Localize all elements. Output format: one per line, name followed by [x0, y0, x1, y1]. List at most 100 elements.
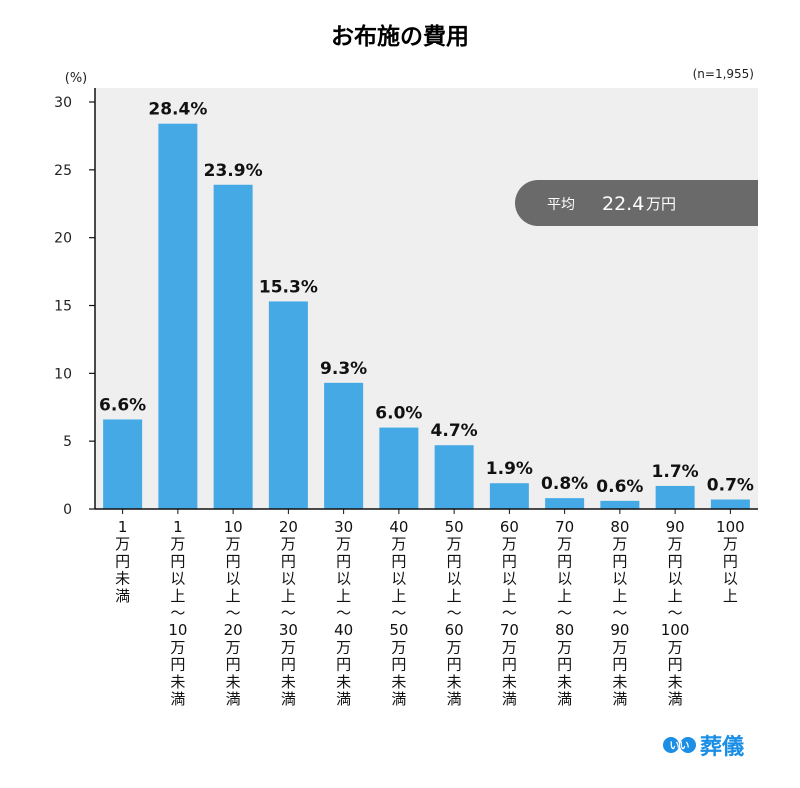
x-tick-label: 20 万円以上～ 30 万円未満 [279, 518, 298, 708]
x-tick-label-part: 円 [612, 656, 627, 674]
y-tick-label: 5 [63, 434, 72, 450]
x-tick-label-part: 円 [115, 552, 130, 570]
x-tick-label-part: 満 [281, 690, 296, 708]
logo-badge-left [663, 737, 679, 753]
x-tick-label-part: 円 [170, 656, 185, 674]
y-tick-label: 30 [54, 95, 72, 111]
x-tick-label-part: 万 [391, 535, 406, 553]
x-tick-label-part: 100 [661, 621, 690, 639]
x-tick-label-part: 円 [723, 552, 738, 570]
x-tick-label-part: 以 [723, 570, 738, 588]
x-tick-label-part: ～ [226, 604, 241, 622]
x-tick-label-part: 万 [557, 535, 572, 553]
x-tick-label-part: 円 [668, 552, 683, 570]
x-tick-label-part: 万 [612, 638, 627, 656]
x-tick-label-part: 円 [281, 656, 296, 674]
bar [600, 500, 640, 509]
average-value: 22.4 [602, 193, 644, 215]
sample-size: (n=1,955) [693, 67, 754, 81]
x-tick-label-part: 80 [555, 621, 574, 639]
x-tick-label-part: 以 [668, 570, 683, 588]
x-tick-label-part: 未 [170, 673, 185, 691]
x-tick-label: 40 万円以上～ 50 万円未満 [389, 518, 408, 708]
plot-area [95, 88, 758, 509]
x-tick-label-part: ～ [170, 604, 185, 622]
x-tick-label-part: 円 [391, 552, 406, 570]
average-unit: 万円 [646, 195, 676, 213]
x-tick-label-part: 満 [391, 690, 406, 708]
x-tick-label-part: 未 [336, 673, 351, 691]
x-tick-label-part: 上 [447, 587, 462, 605]
average-annotation: 平均 22.4 万円 [515, 180, 758, 226]
x-tick-label-part: 万 [557, 638, 572, 656]
x-tick-label-part: 万 [170, 535, 185, 553]
x-tick-label-part: 上 [391, 587, 406, 605]
x-tick-label-part: 上 [226, 587, 241, 605]
x-tick-label-part: 以 [226, 570, 241, 588]
x-tick-label-part: 以 [447, 570, 462, 588]
bar [434, 445, 474, 509]
x-tick-label-part: 以 [557, 570, 572, 588]
x-tick-label-part: 以 [612, 570, 627, 588]
bar [545, 498, 585, 509]
x-tick-label-part: 1 [118, 518, 128, 536]
x-tick-label-part: 20 [224, 621, 243, 639]
x-tick-label-part: 上 [281, 587, 296, 605]
x-tick-label-part: 満 [115, 587, 130, 605]
logo-badge-text: いい [670, 741, 690, 752]
x-tick-label-part: 10 [224, 518, 243, 536]
data-labels: 6.6% 28.4% 23.9% 15.3% 9.3% 6.0% 4.7% 1.9% 0.8% 0… [99, 100, 754, 497]
x-tick-label-part: 上 [668, 587, 683, 605]
x-tick-label-part: 未 [226, 673, 241, 691]
x-tick-label-part: 30 [334, 518, 353, 536]
bar [213, 184, 253, 510]
x-tick-label-part: 未 [668, 673, 683, 691]
x-tick-label-part: 円 [226, 552, 241, 570]
x-tick-label-part: 80 [610, 518, 629, 536]
bar [103, 419, 143, 509]
bar [324, 382, 364, 509]
x-tick-label-part: ～ [391, 604, 406, 622]
x-tick-label-part: 上 [170, 587, 185, 605]
data-label: 28.4% [148, 100, 207, 120]
x-tick-label-part: 万 [281, 638, 296, 656]
x-tick-label-part: 未 [391, 673, 406, 691]
logo: いい 葬儀 [663, 734, 744, 760]
x-tick-label-part: 未 [447, 673, 462, 691]
x-tick-label-part: ～ [281, 604, 296, 622]
x-tick-label-part: 万 [170, 638, 185, 656]
logo-badge-right [680, 737, 696, 753]
x-tick-label-part: 円 [612, 552, 627, 570]
data-label: 1.9% [486, 459, 533, 479]
x-tick-label-part: 1 [173, 518, 183, 536]
x-tick-label-part: 万 [336, 638, 351, 656]
x-tick-label-part: 未 [557, 673, 572, 691]
bar [489, 483, 529, 509]
x-tick-label-part: 50 [445, 518, 464, 536]
x-tick-label: 90 万円以上～ 100 万円未満 [661, 518, 690, 708]
x-tick-label-part: 万 [281, 535, 296, 553]
x-tick-label: 1 万円未満 [115, 518, 130, 605]
x-tick-label-part: 満 [557, 690, 572, 708]
x-tick-label-part: 10 [168, 621, 187, 639]
logo-text: 葬儀 [700, 734, 744, 760]
x-tick-label-part: 満 [447, 690, 462, 708]
x-tick-label-part: 上 [723, 587, 738, 605]
x-tick-label-part: 満 [668, 690, 683, 708]
x-tick-label-part: ～ [612, 604, 627, 622]
x-tick-label: 60 万円以上～ 70 万円未満 [500, 518, 519, 708]
x-tick-label-part: 万 [447, 535, 462, 553]
x-tick-label-part: 上 [336, 587, 351, 605]
x-tick-label-part: 30 [279, 621, 298, 639]
x-tick-label: 30 万円以上～ 40 万円未満 [334, 518, 353, 708]
x-tick-label-part: ～ [557, 604, 572, 622]
x-tick-label-part: 未 [281, 673, 296, 691]
x-tick-label-part: 万 [668, 535, 683, 553]
x-tick-label-part: 以 [281, 570, 296, 588]
x-tick-label-part: 90 [610, 621, 629, 639]
x-tick-label-part: 以 [391, 570, 406, 588]
data-label: 6.6% [99, 395, 146, 415]
x-tick-label: 80 万円以上～ 90 万円未満 [610, 518, 629, 708]
x-tick-label: 100 万円以上 [716, 518, 745, 605]
